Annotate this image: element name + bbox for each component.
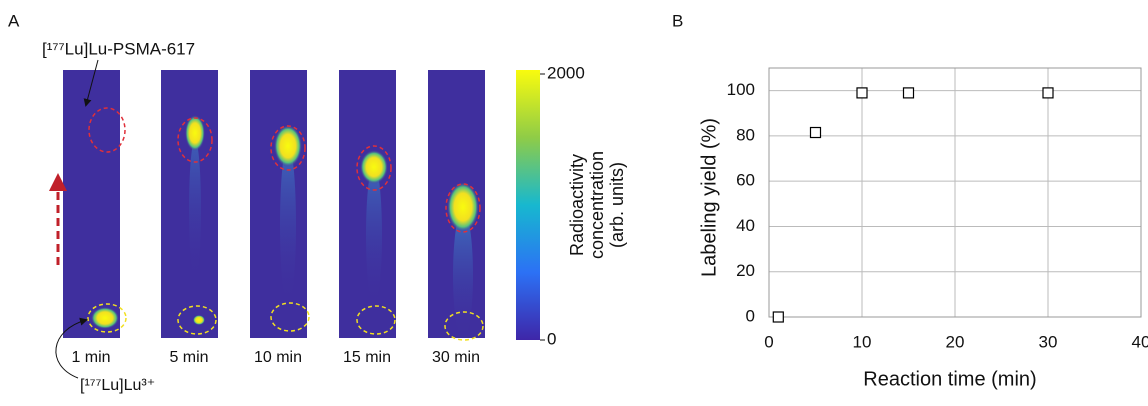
time-label: 10 min [254, 349, 302, 366]
colorbar-label: concentration [587, 151, 607, 259]
time-label: 15 min [343, 349, 391, 366]
y-axis-label: Labeling yield (%) [698, 118, 720, 277]
x-tick-label: 40 [1132, 332, 1148, 351]
time-label: 5 min [169, 349, 208, 366]
panel-label: A [8, 11, 20, 30]
x-axis-label: Reaction time (min) [863, 368, 1036, 390]
annotation: [¹⁷⁷Lu]Lu-PSMA-617 [42, 39, 195, 58]
y-tick-label: 40 [736, 216, 755, 235]
y-tick-label: 100 [727, 80, 755, 99]
annotation: [¹⁷⁷Lu]Lu³⁺ [80, 377, 155, 394]
time-label: 30 min [432, 349, 480, 366]
colorbar-tick-label: 0 [547, 329, 556, 348]
x-tick-label: 0 [764, 332, 773, 351]
data-point [857, 88, 867, 98]
x-tick-label: 30 [1039, 332, 1058, 351]
colorbar-tick-label: 2000 [547, 63, 585, 82]
figure: A [¹⁷⁷Lu]Lu-PSMA-617 [¹⁷⁷Lu]Lu³⁺ [0, 0, 1148, 401]
colorbar-label: (arb. units) [607, 162, 627, 248]
y-tick-label: 0 [746, 306, 755, 325]
data-point [811, 128, 821, 138]
colorbar-label: Radioactivity [567, 154, 587, 256]
data-point [773, 312, 783, 322]
time-label: 1 min [71, 349, 110, 366]
panel-label: B [672, 11, 683, 30]
data-point [1043, 88, 1053, 98]
y-tick-label: 60 [736, 171, 755, 190]
data-point [904, 88, 914, 98]
x-tick-label: 10 [853, 332, 872, 351]
y-tick-label: 20 [736, 261, 755, 280]
tlc-strips [56, 60, 540, 378]
y-tick-label: 80 [736, 125, 755, 144]
x-tick-label: 20 [946, 332, 965, 351]
